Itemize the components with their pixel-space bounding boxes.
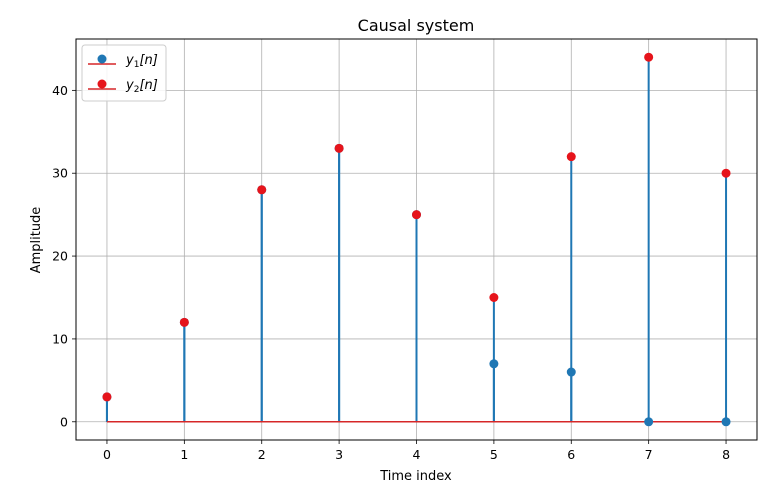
stem-marker-y1 (566, 367, 576, 377)
x-tick-label: 8 (722, 447, 730, 462)
stem-marker-y2 (489, 292, 499, 302)
stem-lines (105, 57, 728, 422)
axis-ticks: 0 1 2 3 4 5 6 7 8 0 10 20 30 40 (52, 83, 730, 462)
stem-marker-y2 (566, 152, 576, 162)
x-axis-label: Time index (379, 469, 452, 484)
stem-marker-y2 (179, 317, 189, 327)
stem-marker-y2 (721, 168, 731, 178)
stem-marker-y1 (644, 417, 654, 427)
legend-label-y1: y1[n] (125, 53, 158, 70)
x-tick-label: 7 (645, 447, 653, 462)
legend: y1[n] y2[n] (81, 44, 167, 102)
x-tick-label: 6 (567, 447, 575, 462)
stem-marker-y2 (102, 392, 112, 402)
stem-marker-y2 (644, 52, 654, 62)
x-tick-label: 2 (258, 447, 266, 462)
legend-marker-y1 (97, 54, 107, 64)
stem-markers (102, 52, 731, 427)
stem-marker-y2 (257, 185, 267, 195)
x-tick-label: 3 (335, 447, 343, 462)
y-tick-label: 0 (60, 414, 68, 429)
x-tick-label: 0 (103, 447, 111, 462)
y-tick-label: 30 (52, 166, 68, 181)
x-tick-label: 5 (490, 447, 498, 462)
stem-marker-y2 (334, 143, 344, 153)
stem-marker-y1 (489, 359, 499, 369)
y-tick-label: 20 (52, 249, 68, 264)
y-axis-label: Amplitude (29, 207, 44, 274)
legend-label-y2: y2[n] (125, 78, 158, 95)
chart-title: Causal system (358, 16, 475, 35)
stem-marker-y1 (721, 417, 731, 427)
x-tick-label: 1 (180, 447, 188, 462)
y-tick-label: 10 (52, 331, 68, 346)
y-tick-label: 40 (52, 83, 68, 98)
legend-marker-y2 (97, 79, 107, 89)
x-tick-label: 4 (413, 447, 421, 462)
stem-marker-y2 (412, 210, 421, 220)
